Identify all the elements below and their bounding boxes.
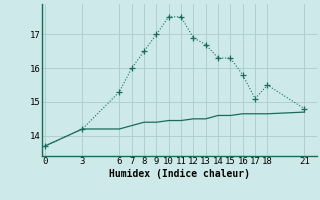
X-axis label: Humidex (Indice chaleur): Humidex (Indice chaleur) <box>109 169 250 179</box>
